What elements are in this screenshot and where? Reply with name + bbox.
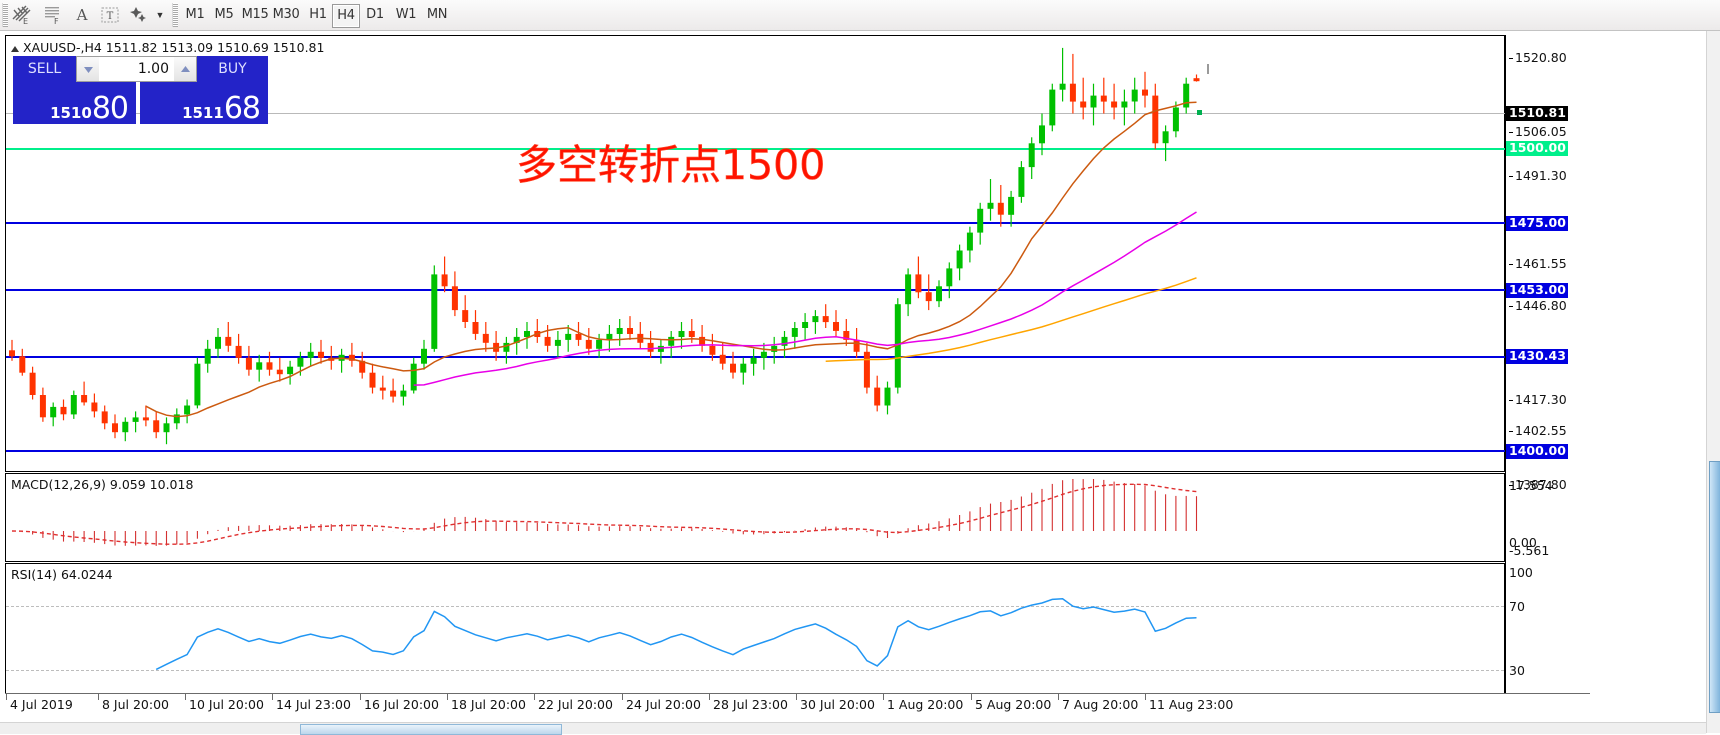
main-toolbar: E F A T [0, 0, 1720, 31]
time-label: 24 Jul 20:00 [626, 697, 701, 712]
toolbar-grip-2[interactable] [172, 3, 178, 27]
level-line-1453[interactable] [6, 289, 1506, 291]
timeframe-h1[interactable]: H1 [309, 7, 327, 22]
buy-price-pips: 68 [223, 91, 261, 124]
macd-title: MACD(12,26,9) 9.059 10.018 [11, 477, 194, 492]
volume-input[interactable]: 1.00 [137, 61, 169, 77]
time-label: 30 Jul 20:00 [800, 697, 875, 712]
rsi-scale-100: 100 [1509, 565, 1533, 580]
rsi-series [155, 598, 1197, 671]
price-tick: 1491.30 [1509, 168, 1567, 183]
timeframe-w1[interactable]: W1 [395, 7, 417, 22]
svg-text:E: E [23, 17, 28, 25]
level-line-1430[interactable] [6, 356, 1506, 358]
time-label: 22 Jul 20:00 [538, 697, 613, 712]
price-tick: 1387.80 [1509, 477, 1567, 492]
volume-increase-button[interactable] [174, 57, 196, 81]
buy-button[interactable]: BUY [197, 56, 268, 83]
expert-advisor-icon[interactable]: E [8, 4, 36, 26]
volume-stepper[interactable]: 1.00 [76, 56, 197, 82]
one-click-trading-panel[interactable]: SELL 1.00 BUY 151080 151168 [13, 56, 268, 124]
level-label-1475[interactable]: 1475.00 [1506, 216, 1568, 231]
candlestick-series [9, 47, 1209, 445]
time-label: 11 Aug 23:00 [1149, 697, 1234, 712]
timeframe-m15[interactable]: M15 [241, 7, 269, 22]
timeframe-h4[interactable]: H4 [332, 4, 360, 28]
level-label-1453[interactable]: 1453.00 [1506, 283, 1568, 298]
time-label: 1 Aug 20:00 [887, 697, 964, 712]
time-label: 18 Jul 20:00 [451, 697, 526, 712]
horizontal-scrollbar[interactable] [0, 722, 1706, 735]
level-line-1500[interactable] [6, 148, 1506, 150]
level-label-1500[interactable]: 1500.00 [1506, 141, 1568, 156]
time-scale[interactable]: 4 Jul 2019 8 Jul 20:00 10 Jul 20:00 14 J… [5, 693, 1590, 718]
macd-scale-min: -5.561 [1509, 543, 1550, 558]
timeframe-m5[interactable]: M5 [214, 7, 234, 22]
level-line-1400[interactable] [6, 450, 1506, 452]
timeframe-m30[interactable]: M30 [272, 7, 300, 22]
level-line-1475[interactable] [6, 222, 1506, 224]
current-price-line [6, 113, 1506, 114]
time-label: 8 Jul 20:00 [102, 697, 170, 712]
time-label: 10 Jul 20:00 [189, 697, 264, 712]
sell-button[interactable]: SELL [13, 56, 76, 83]
vertical-scrollbar-thumb[interactable] [1709, 461, 1720, 713]
sell-price-pips: 80 [91, 91, 129, 124]
level-label-1430[interactable]: 1430.43 [1506, 349, 1568, 364]
macd-pane[interactable]: MACD(12,26,9) 9.059 10.018 [5, 473, 1505, 562]
time-label: 7 Aug 20:00 [1062, 697, 1139, 712]
price-tick: 1506.05 [1509, 124, 1567, 139]
price-scale[interactable] [1505, 35, 1595, 718]
time-label: 14 Jul 23:00 [276, 697, 351, 712]
current-price-label: 1510.81 [1506, 106, 1568, 121]
chart-area[interactable]: XAUUSD-,H4 1511.82 1513.09 1510.69 1510.… [5, 35, 1717, 725]
svg-text:F: F [54, 17, 59, 25]
chart-symbol-label: XAUUSD-,H4 1511.82 1513.09 1510.69 1510.… [11, 40, 324, 55]
time-label: 16 Jul 20:00 [364, 697, 439, 712]
time-label: 28 Jul 23:00 [713, 697, 788, 712]
time-label: 4 Jul 2019 [10, 697, 73, 712]
rsi-level-70 [6, 606, 1504, 607]
collapse-caret-icon[interactable] [11, 45, 19, 52]
macd-series [11, 479, 1198, 546]
timeframe-mn[interactable]: MN [426, 7, 448, 22]
level-label-1400[interactable]: 1400.00 [1506, 444, 1568, 459]
timeframe-m1[interactable]: M1 [185, 7, 205, 22]
toolbar-grip[interactable] [2, 3, 8, 27]
text-label-icon[interactable]: A [76, 6, 88, 24]
vertical-scrollbar[interactable] [1706, 31, 1720, 733]
price-tick: 1446.80 [1509, 298, 1567, 313]
price-tick: 1402.55 [1509, 423, 1567, 438]
horizontal-scrollbar-thumb[interactable] [300, 724, 562, 735]
time-label: 5 Aug 20:00 [975, 697, 1052, 712]
buy-price-prefix: 1511 [182, 104, 224, 122]
macd-scale-max: 17.554 [1509, 478, 1553, 493]
volume-decrease-button[interactable] [77, 57, 99, 81]
indicators-list-icon[interactable]: F [40, 4, 68, 26]
chart-annotation-text[interactable]: 多空转折点1500 [516, 141, 826, 190]
timeframe-d1[interactable]: D1 [366, 7, 384, 22]
last-price-marker [1197, 110, 1202, 115]
rsi-title: RSI(14) 64.0244 [11, 567, 113, 582]
templates-icon[interactable] [124, 4, 152, 26]
rsi-scale-70: 70 [1509, 599, 1525, 614]
sell-price-box[interactable]: 151080 [13, 82, 136, 124]
macd-scale-zero: 0.00 [1509, 535, 1537, 550]
rsi-level-30 [6, 670, 1504, 671]
buy-price-box[interactable]: 151168 [140, 82, 268, 124]
price-tick: 1417.30 [1509, 392, 1567, 407]
price-tick: 1520.80 [1509, 50, 1567, 65]
chevron-down-icon[interactable]: ▼ [155, 10, 165, 20]
rsi-scale-30: 30 [1509, 663, 1525, 678]
price-tick: 1461.55 [1509, 256, 1567, 271]
sell-price-prefix: 1510 [50, 104, 92, 122]
svg-text:T: T [107, 11, 114, 22]
text-box-icon[interactable]: T [96, 4, 124, 26]
